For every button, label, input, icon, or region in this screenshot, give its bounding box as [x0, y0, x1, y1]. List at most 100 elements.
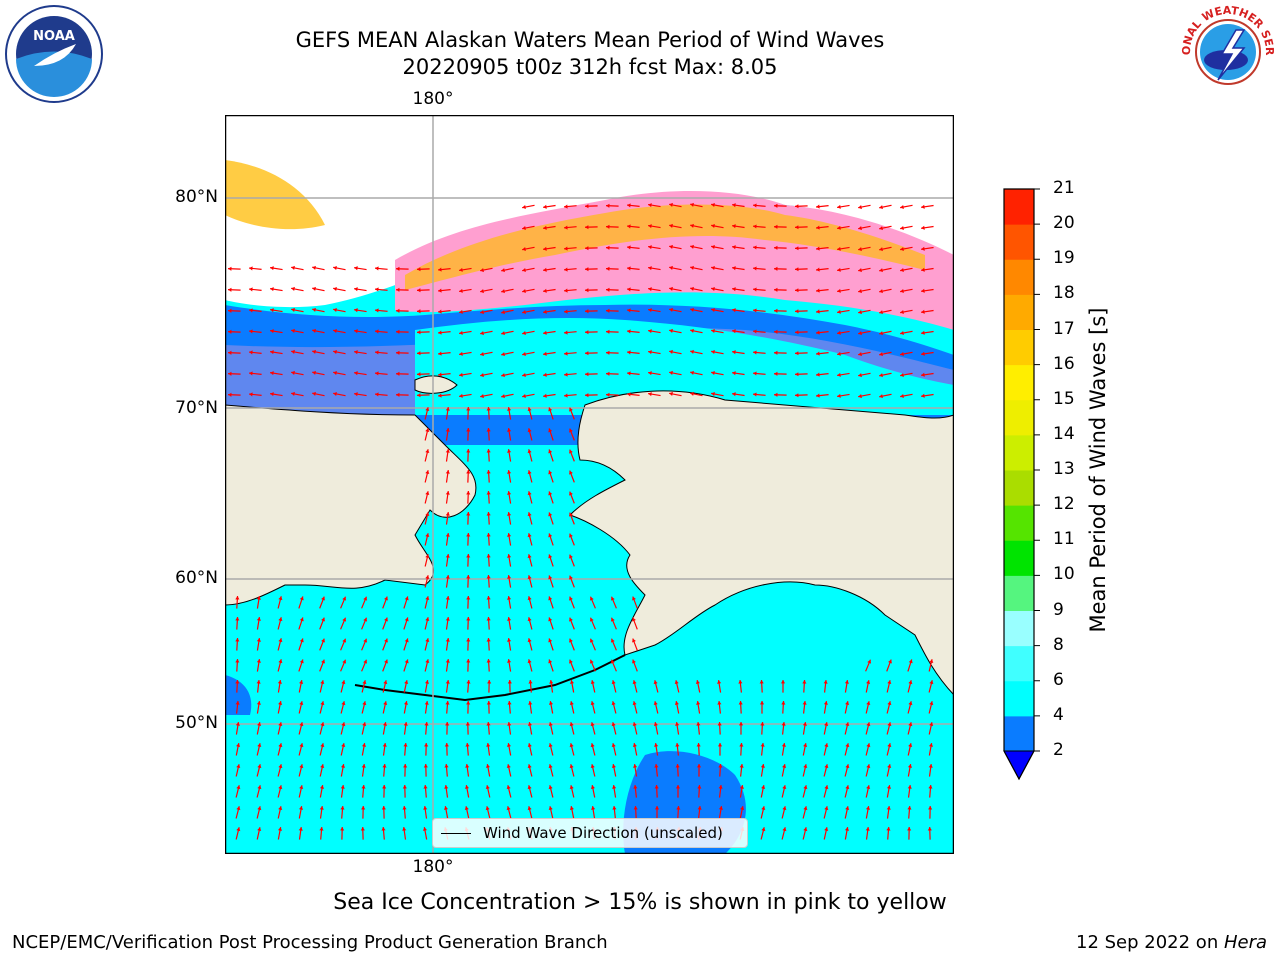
- wind-wave-arrowhead: [675, 722, 680, 726]
- wind-wave-arrowhead: [480, 268, 484, 273]
- wind-wave-arrowhead: [711, 244, 715, 250]
- wind-wave-arrowhead: [907, 827, 912, 831]
- wind-wave-arrowhead: [717, 701, 722, 705]
- wind-wave-arrowhead: [633, 785, 638, 789]
- wind-wave-arrowhead: [257, 743, 262, 748]
- wind-wave-arrowhead: [320, 722, 325, 727]
- wind-wave-arrowhead: [340, 785, 345, 789]
- wind-wave-arrowhead: [249, 287, 253, 292]
- wind-wave-arrowhead: [425, 491, 430, 496]
- wind-wave-arrowhead: [501, 373, 505, 378]
- wind-wave-arrowhead: [648, 245, 652, 250]
- wind-wave-arrowhead: [403, 722, 408, 726]
- wind-wave-arrowhead: [711, 391, 715, 397]
- wind-wave-arrowhead: [312, 328, 316, 333]
- wind-wave-arrowhead: [606, 350, 610, 355]
- wind-wave-arrowhead: [312, 349, 316, 354]
- wind-wave-arrowhead: [927, 827, 932, 831]
- wind-wave-arrowhead: [837, 330, 841, 335]
- wind-wave-arrowhead: [886, 806, 891, 810]
- colorbar-tick-label: 2: [1053, 740, 1064, 760]
- wind-wave-arrowhead: [803, 806, 808, 811]
- wind-wave-arrowhead: [270, 266, 274, 271]
- wind-wave-arrowhead: [739, 743, 744, 747]
- wind-wave-arrowhead: [466, 428, 471, 432]
- wind-wave-arrowhead: [585, 309, 589, 314]
- wind-wave-arrowhead: [782, 806, 787, 811]
- wind-wave-arrowhead: [928, 806, 933, 810]
- wind-wave-arrowhead: [564, 225, 568, 230]
- wind-wave-arrowhead: [837, 267, 841, 272]
- wind-wave-arrowhead: [270, 392, 274, 397]
- wind-wave-arrowhead: [527, 806, 532, 811]
- wind-wave-arrowhead: [823, 701, 828, 705]
- wind-wave-arrowhead: [627, 245, 631, 250]
- wind-wave-arrowhead: [404, 638, 409, 643]
- wind-wave-arrowhead: [611, 701, 616, 706]
- wind-wave-arrowhead: [486, 617, 491, 621]
- sea-ice-note: Sea Ice Concentration > 15% is shown in …: [333, 890, 947, 915]
- wind-wave-arrowhead: [929, 659, 934, 664]
- wind-wave-arrowhead: [697, 806, 702, 810]
- wind-wave-arrowhead: [333, 286, 337, 291]
- wind-wave-arrowhead: [653, 680, 658, 685]
- wind-wave-arrowhead: [361, 806, 366, 810]
- wind-wave-arrowhead: [459, 351, 463, 356]
- wind-wave-arrowhead: [648, 266, 652, 271]
- wind-wave-arrowhead: [396, 329, 400, 334]
- wind-wave-arrowhead: [466, 554, 471, 558]
- wind-wave-arrowhead: [711, 265, 715, 271]
- wind-wave-arrowhead: [438, 351, 442, 356]
- wind-wave-arrowhead: [738, 680, 743, 684]
- wind-wave-arrowhead: [464, 785, 470, 789]
- wind-wave-arrowhead: [256, 701, 261, 705]
- wind-wave-arrowhead: [606, 245, 610, 250]
- wind-wave-arrowhead: [606, 371, 610, 376]
- lat-label-60: 60°N: [175, 568, 218, 588]
- wind-wave-arrowhead: [507, 491, 512, 495]
- wind-wave-arrowhead: [403, 764, 408, 768]
- wind-wave-arrowhead: [543, 288, 547, 293]
- wind-wave-arrowhead: [774, 329, 778, 334]
- wind-wave-arrowhead: [879, 247, 883, 252]
- colorbar-tick-label: 15: [1053, 388, 1075, 409]
- wind-wave-arrowhead: [887, 722, 892, 727]
- wind-wave-arrowhead: [795, 372, 799, 377]
- colorbar-swatch: [1004, 224, 1034, 260]
- wind-wave-arrowhead: [486, 575, 491, 579]
- wind-wave-arrowhead: [879, 331, 883, 336]
- wind-wave-arrowhead: [249, 350, 253, 355]
- wind-wave-arrowhead: [527, 743, 532, 748]
- wind-wave-arrowhead: [299, 764, 304, 769]
- wind-wave-arrowhead: [627, 203, 631, 208]
- wind-wave-arrowhead: [590, 722, 595, 727]
- wind-wave-arrowhead: [381, 806, 386, 810]
- wind-wave-arrowhead: [486, 512, 491, 516]
- wind-wave-arrowhead: [443, 806, 449, 810]
- wind-wave-arrowhead: [816, 246, 820, 251]
- wind-wave-arrowhead: [321, 617, 325, 622]
- wind-wave-arrowhead: [824, 806, 829, 811]
- wind-wave-arrowhead: [382, 743, 387, 747]
- wind-wave-arrowhead: [236, 827, 241, 832]
- wind-wave-arrowhead: [299, 722, 304, 727]
- wind-wave-arrowhead: [384, 638, 388, 643]
- wind-wave-arrowhead: [486, 638, 491, 642]
- colorbar-swatch: [1004, 259, 1034, 295]
- colorbar-tick-label: 6: [1053, 669, 1064, 690]
- wind-wave-arrowhead: [548, 743, 553, 748]
- wind-wave-arrowhead: [236, 743, 241, 747]
- wind-wave-arrowhead: [384, 659, 388, 664]
- wind-wave-arrowhead: [228, 287, 232, 292]
- wind-wave-arrowhead: [654, 764, 659, 768]
- wind-wave-arrowhead: [445, 575, 450, 579]
- wind-wave-arrowhead: [507, 701, 512, 705]
- wind-wave-arrowhead: [278, 806, 283, 811]
- wind-wave-arrowhead: [585, 288, 589, 293]
- wind-wave-arrowhead: [569, 743, 574, 748]
- wind-wave-arrowhead: [795, 288, 799, 293]
- wind-wave-arrowhead: [277, 827, 283, 831]
- wind-wave-arrowhead: [585, 267, 589, 272]
- wind-wave-arrowhead: [648, 287, 652, 292]
- wind-wave-arrowhead: [732, 392, 736, 397]
